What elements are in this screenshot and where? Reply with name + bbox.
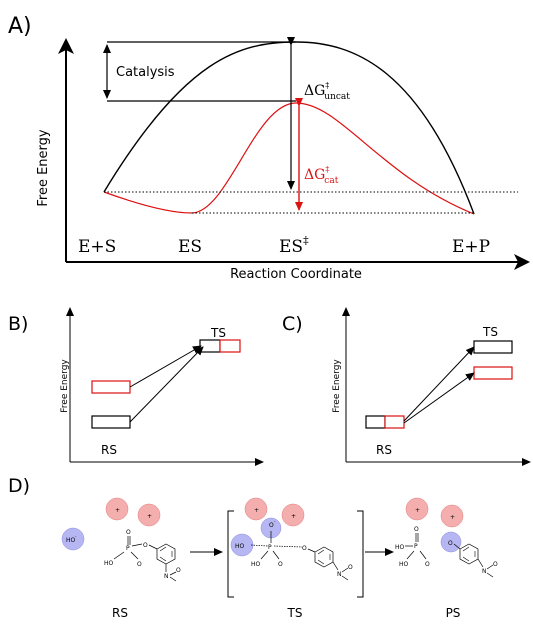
panel-b-ts-uncatalyzed-level bbox=[199, 339, 221, 353]
catalyzed-curve bbox=[103, 102, 475, 215]
panel-b-ts-label: TS bbox=[210, 326, 226, 340]
panel-a-letter: A) bbox=[8, 14, 32, 39]
cation-sphere bbox=[105, 497, 129, 521]
svg-text:+: + bbox=[291, 513, 296, 520]
svg-text:O: O bbox=[269, 522, 274, 529]
svg-text:HO: HO bbox=[235, 543, 245, 550]
svg-text:N: N bbox=[164, 573, 169, 580]
panel-c-arrow-uncatalyzed bbox=[403, 346, 475, 422]
panel-d-letter: D) bbox=[8, 475, 30, 497]
ts-bracket-right bbox=[357, 510, 364, 598]
svg-text:HO: HO bbox=[66, 537, 76, 544]
svg-text:+: + bbox=[254, 507, 259, 514]
svg-text:+: + bbox=[147, 513, 152, 520]
delta-g-uncat-label: ΔG‡ uncat bbox=[304, 81, 350, 102]
panel-c-ts-uncatalyzed-level bbox=[473, 340, 513, 354]
panel-c-arrow-catalyzed bbox=[403, 372, 475, 424]
phenolate-sphere bbox=[440, 531, 462, 553]
panel-b-rs-uncatalyzed-level bbox=[91, 415, 131, 429]
panel-a-y-label: Free Energy bbox=[36, 129, 51, 207]
panel-a: A) Free Energy Reaction Coordinate Catal… bbox=[8, 14, 530, 282]
panel-b-arrow-uncatalyzed bbox=[129, 346, 204, 423]
ps-structure: + + P O HO HO O O N O bbox=[395, 497, 498, 578]
svg-text:O: O bbox=[143, 542, 148, 549]
svg-text:O: O bbox=[493, 561, 498, 568]
panel-b: B) Free Energy TS RS bbox=[8, 307, 264, 466]
ts-bracket-left bbox=[227, 510, 234, 598]
panel-b-ts-catalyzed-level bbox=[219, 339, 241, 353]
delta-g-cat-label: ΔG‡ cat bbox=[304, 165, 339, 186]
panel-c-ts-catalyzed-level bbox=[473, 366, 513, 380]
svg-text:HO: HO bbox=[399, 561, 409, 568]
svg-text:O: O bbox=[176, 567, 181, 574]
cation-sphere bbox=[440, 504, 464, 528]
svg-text:+: + bbox=[115, 507, 120, 514]
svg-text:P: P bbox=[268, 544, 272, 551]
svg-text:+: + bbox=[450, 514, 455, 521]
svg-text:O: O bbox=[302, 545, 307, 552]
hydroxide-sphere bbox=[61, 527, 85, 551]
svg-text:-: - bbox=[274, 519, 276, 524]
panel-a-x-label: Reaction Coordinate bbox=[230, 267, 362, 282]
panel-b-y-label: Free Energy bbox=[60, 359, 70, 413]
panel-c-ts-label: TS bbox=[482, 325, 498, 339]
svg-text:O: O bbox=[348, 564, 353, 571]
svg-text:N: N bbox=[482, 568, 487, 575]
state-e-plus-s: E+S bbox=[78, 237, 116, 257]
svg-text:O: O bbox=[137, 561, 142, 568]
ts-structure: + + HO O - P HO O O N O bbox=[227, 497, 364, 598]
svg-text:+: + bbox=[415, 507, 420, 514]
svg-text:O: O bbox=[278, 561, 283, 568]
panel-b-arrow-catalyzed bbox=[129, 345, 202, 388]
svg-text:N: N bbox=[337, 571, 342, 578]
cation-sphere bbox=[405, 497, 429, 521]
catalysis-label: Catalysis bbox=[116, 65, 175, 80]
state-e-plus-p: E+P bbox=[452, 237, 490, 257]
panel-c-y-label: Free Energy bbox=[332, 359, 342, 413]
ts-state-label: TS bbox=[287, 606, 303, 620]
svg-text:O: O bbox=[126, 529, 131, 536]
panel-c-rs-uncatalyzed-level bbox=[365, 415, 386, 429]
ps-state-label: PS bbox=[446, 606, 461, 620]
panel-b-rs-label: RS bbox=[101, 443, 117, 457]
svg-text:HO: HO bbox=[104, 560, 114, 567]
svg-text:HO: HO bbox=[395, 544, 405, 551]
panel-b-rs-catalyzed-level bbox=[91, 380, 131, 394]
svg-text:-: - bbox=[75, 534, 77, 539]
panel-b-letter: B) bbox=[8, 313, 28, 335]
svg-text:O: O bbox=[448, 540, 453, 547]
cation-sphere bbox=[137, 503, 161, 527]
panel-d: D) + + HO - P O HO O O bbox=[8, 475, 498, 620]
cation-sphere bbox=[281, 503, 305, 527]
cation-sphere bbox=[244, 497, 268, 521]
panel-c-rs-catalyzed-level bbox=[384, 415, 405, 429]
svg-text:O: O bbox=[425, 561, 430, 568]
svg-text:O: O bbox=[414, 526, 419, 533]
rs-structure: + + HO - P O HO O O N O bbox=[61, 497, 181, 582]
hydroxide-sphere bbox=[230, 533, 254, 557]
svg-text:P: P bbox=[414, 543, 418, 550]
svg-text:P: P bbox=[126, 545, 130, 552]
state-es: ES bbox=[178, 237, 202, 257]
panel-c-rs-label: RS bbox=[376, 443, 392, 457]
panel-c: C) Free Energy TS RS bbox=[282, 307, 531, 466]
state-es-ts: ES‡ bbox=[279, 234, 309, 257]
rs-state-label: RS bbox=[112, 606, 128, 620]
panel-c-letter: C) bbox=[282, 313, 303, 335]
svg-text:HO: HO bbox=[251, 561, 261, 568]
